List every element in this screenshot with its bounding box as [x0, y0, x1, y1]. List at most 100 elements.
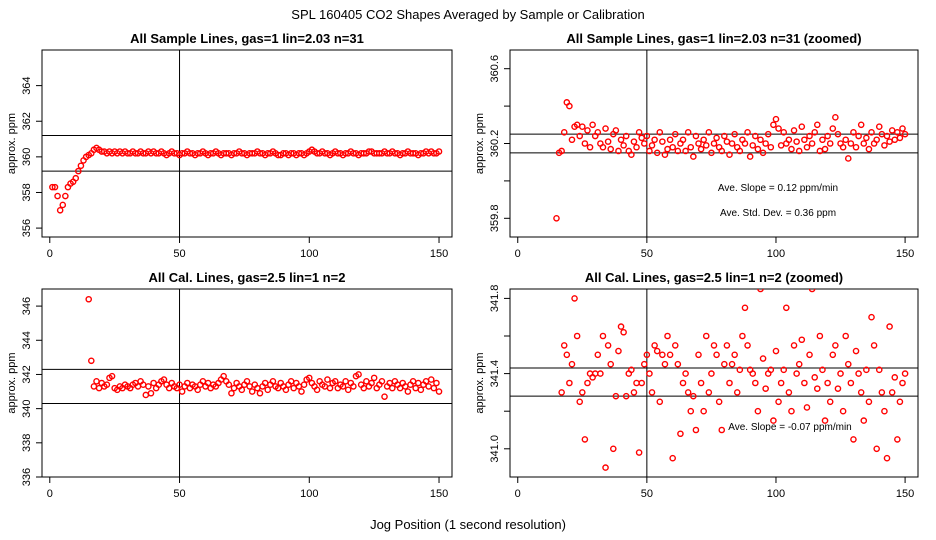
- data-point: [829, 351, 837, 359]
- data-point: [746, 153, 754, 160]
- data-point: [230, 384, 238, 392]
- panel-1: All Sample Lines, gas=1 lin=2.03 n=31 0 50…: [6, 31, 453, 260]
- data-point: [839, 143, 847, 151]
- data-point: [801, 136, 808, 144]
- data-point: [630, 389, 638, 396]
- data-point: [762, 140, 769, 147]
- data-point: [883, 132, 891, 140]
- data-point: [378, 377, 386, 385]
- data-point: [770, 121, 777, 129]
- y-tick-label: 338: [21, 434, 33, 452]
- data-point: [679, 136, 687, 144]
- data-point: [857, 389, 865, 396]
- data-point: [700, 136, 707, 144]
- data-point: [331, 377, 339, 385]
- data-points: [49, 144, 443, 214]
- data-point: [847, 379, 855, 387]
- data-point: [824, 132, 831, 140]
- data-point: [785, 389, 793, 396]
- data-point: [860, 140, 868, 147]
- panel-2: All Sample Lines, gas=1 lin=2.03 n=31 (z…: [474, 31, 919, 260]
- data-point: [651, 342, 658, 349]
- data-point: [558, 389, 565, 396]
- y-axis-label: approx. ppm: [474, 352, 486, 413]
- data-point: [852, 143, 860, 151]
- plot-frame: [41, 49, 453, 238]
- data-point: [855, 370, 862, 377]
- data-point: [85, 295, 93, 303]
- data-point: [269, 377, 277, 385]
- data-point: [290, 384, 298, 392]
- data-point: [51, 183, 59, 191]
- data-point: [95, 384, 103, 392]
- data-point: [700, 407, 707, 415]
- data-point: [718, 147, 726, 155]
- data-point: [56, 206, 64, 214]
- data-point: [798, 123, 806, 130]
- data-point: [865, 398, 873, 406]
- data-point: [793, 370, 800, 377]
- main-title: SPL 160405 CO2 Shapes Averaged by Sample…: [291, 7, 644, 22]
- data-point: [839, 407, 847, 415]
- data-point: [798, 336, 806, 344]
- data-point: [762, 385, 769, 392]
- data-point: [692, 132, 700, 140]
- data-point: [832, 342, 839, 349]
- data-point: [715, 398, 723, 406]
- data-point: [886, 138, 893, 145]
- data-point: [780, 128, 788, 136]
- data-point: [834, 130, 842, 138]
- data-point: [145, 383, 152, 390]
- data-point: [612, 392, 620, 400]
- data-point: [702, 142, 710, 149]
- panels: All Sample Lines, gas=1 lin=2.03 n=31 0 50…: [6, 31, 919, 500]
- data-point: [731, 130, 738, 138]
- data-point: [59, 201, 67, 209]
- data-point: [648, 389, 656, 396]
- y-tick-label: 340: [21, 399, 33, 417]
- y-tick-label: 342: [21, 365, 33, 383]
- data-point: [664, 332, 671, 340]
- data-point: [666, 351, 674, 359]
- data-point: [305, 374, 313, 382]
- panel-3: All Cal. Lines, gas=2.5 lin=1 n=2 0 50 100 1…: [6, 270, 453, 500]
- data-point: [865, 145, 873, 153]
- data-point: [228, 389, 235, 397]
- data-point: [75, 167, 82, 175]
- data-point: [881, 142, 888, 149]
- data-point: [793, 138, 800, 145]
- data-point: [878, 389, 886, 396]
- data-point: [713, 351, 720, 359]
- data-point: [726, 151, 733, 159]
- data-point: [607, 360, 615, 368]
- x-tick-label: 0: [47, 248, 53, 260]
- data-point: [821, 145, 829, 153]
- data-points: [558, 289, 909, 471]
- data-point: [669, 143, 676, 151]
- data-point: [705, 389, 713, 396]
- data-point: [870, 342, 878, 349]
- data-point: [868, 313, 875, 321]
- x-tick-label: 50: [173, 248, 185, 260]
- data-point: [767, 143, 775, 151]
- data-point: [881, 407, 888, 415]
- data-point: [883, 454, 891, 462]
- data-point: [666, 136, 674, 144]
- data-point: [646, 370, 653, 377]
- data-point: [633, 379, 640, 387]
- data-point: [628, 366, 635, 374]
- data-point: [103, 381, 111, 389]
- data-point: [566, 379, 573, 387]
- data-point: [899, 379, 906, 387]
- data-point: [225, 381, 233, 389]
- data-point: [282, 386, 290, 394]
- data-point: [638, 379, 645, 387]
- y-axis-label: approx. ppm: [6, 113, 18, 174]
- data-point: [298, 388, 305, 395]
- data-point: [857, 121, 865, 129]
- data-point: [370, 374, 378, 382]
- data-point: [708, 149, 715, 157]
- data-point: [594, 128, 602, 136]
- data-point: [721, 360, 728, 368]
- data-point: [633, 143, 640, 151]
